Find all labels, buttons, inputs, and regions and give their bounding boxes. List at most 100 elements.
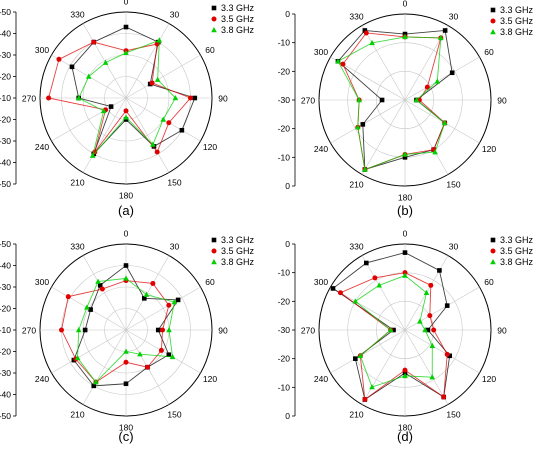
radial-tick-label: 0	[285, 9, 290, 19]
panel-label: (b)	[397, 203, 413, 218]
grid-spoke	[404, 56, 480, 101]
series-line-3	[337, 36, 446, 171]
data-point-circle	[402, 367, 408, 373]
angle-tick-label: 300	[314, 277, 328, 287]
grid-spoke	[404, 286, 480, 331]
radial-tick-label: -30	[278, 325, 291, 335]
data-point-circle	[428, 282, 434, 288]
data-point-triangle	[369, 39, 375, 46]
radial-tick-label: -20	[278, 66, 291, 76]
grid-spoke	[82, 97, 127, 173]
angle-tick-label: 150	[446, 410, 460, 420]
legend-entry: 3.8 GHz	[221, 257, 255, 267]
data-point-circle	[444, 351, 450, 357]
radial-tick-label: -10	[278, 268, 291, 278]
angle-tick-label: 240	[314, 144, 328, 154]
angle-tick-label: 270	[301, 96, 315, 106]
panel-label: (a)	[118, 203, 134, 218]
data-point-triangle	[362, 166, 368, 172]
legend-entry: 3.3 GHz	[221, 3, 255, 13]
data-point-circle	[166, 120, 172, 126]
data-point-triangle	[95, 278, 101, 284]
radial-tick-label: -50	[0, 179, 11, 189]
legend-marker	[490, 18, 496, 24]
angle-tick-label: 270	[22, 326, 36, 336]
radial-tick-label: -20	[0, 347, 11, 357]
angle-tick-label: 0	[403, 0, 408, 9]
data-point-circle	[431, 327, 437, 333]
data-point-circle	[59, 327, 64, 333]
angle-tick-label: 330	[70, 9, 84, 19]
data-point-triangle	[352, 298, 359, 304]
grid-spoke	[125, 97, 170, 173]
radial-tick-label: -10	[0, 93, 11, 103]
data-point-square	[155, 327, 161, 333]
grid-spoke	[404, 99, 449, 175]
data-point-triangle	[402, 372, 408, 379]
radial-tick-label: 0	[285, 411, 290, 421]
data-point-triangle	[169, 353, 176, 360]
angle-tick-label: 330	[349, 241, 363, 251]
data-point-square	[88, 307, 93, 312]
legend-marker	[490, 237, 496, 243]
data-point-square	[402, 250, 408, 255]
data-point-square	[449, 70, 455, 76]
grid-spoke	[404, 99, 480, 144]
angle-tick-label: 210	[349, 410, 363, 420]
legend-marker	[490, 29, 496, 35]
data-point-triangle	[356, 97, 362, 103]
data-point-square	[82, 327, 88, 333]
angle-tick-label: 120	[203, 374, 217, 384]
data-point-circle	[188, 95, 193, 101]
radial-tick-label: -30	[0, 282, 11, 292]
legend-entry: 3.3 GHz	[500, 5, 534, 15]
legend-entry: 3.5 GHz	[500, 16, 534, 26]
legend-marker	[211, 27, 217, 33]
angle-tick-label: 120	[482, 374, 496, 384]
data-point-triangle	[417, 318, 423, 324]
data-point-circle	[160, 327, 166, 333]
data-point-square	[166, 352, 172, 358]
data-point-triangle	[93, 379, 99, 385]
polar-panel-2: 0 30 60 90 120 150 180 210 240 270 300 330 0 -10 -20 -3…	[278, 0, 534, 218]
radial-tick-label: -30	[0, 136, 11, 146]
radial-tick-label: -50	[0, 7, 11, 17]
data-point-triangle	[429, 342, 436, 348]
legend-marker	[211, 259, 217, 265]
data-point-square	[362, 28, 368, 33]
data-point-triangle	[429, 374, 436, 380]
angle-tick-label: 30	[449, 241, 459, 251]
data-point-circle	[150, 280, 156, 286]
grid-spoke	[82, 23, 127, 99]
data-point-square	[353, 356, 358, 361]
legend-entry: 3.8 GHz	[500, 27, 534, 37]
data-point-circle	[362, 397, 368, 403]
legend-entry: 3.8 GHz	[221, 25, 255, 35]
radial-tick-label: -10	[0, 325, 11, 335]
data-point-square	[402, 155, 408, 160]
data-point-circle	[65, 294, 71, 300]
angle-tick-label: 90	[218, 326, 228, 336]
radial-tick-label: -20	[0, 304, 11, 314]
legend-marker	[490, 259, 496, 265]
radial-tick-label: -10	[278, 38, 291, 48]
grid-spoke	[82, 329, 127, 405]
angle-tick-label: 240	[35, 374, 49, 384]
data-point-circle	[123, 359, 129, 365]
data-point-triangle	[154, 76, 161, 82]
grid-spoke	[82, 255, 127, 331]
angle-tick-label: 270	[22, 94, 36, 104]
grid-spoke	[330, 329, 406, 374]
radial-tick-label: -30	[0, 50, 11, 60]
legend-entry: 3.5 GHz	[500, 246, 534, 256]
data-point-triangle	[123, 348, 129, 354]
data-point-triangle	[413, 97, 420, 103]
data-point-circle	[145, 364, 150, 370]
radial-tick-label: -30	[278, 95, 291, 105]
grid-spoke	[51, 97, 127, 142]
data-point-circle	[363, 30, 369, 36]
radial-tick-label: -40	[0, 390, 11, 400]
legend-marker	[211, 237, 217, 243]
data-point-triangle	[100, 107, 107, 114]
